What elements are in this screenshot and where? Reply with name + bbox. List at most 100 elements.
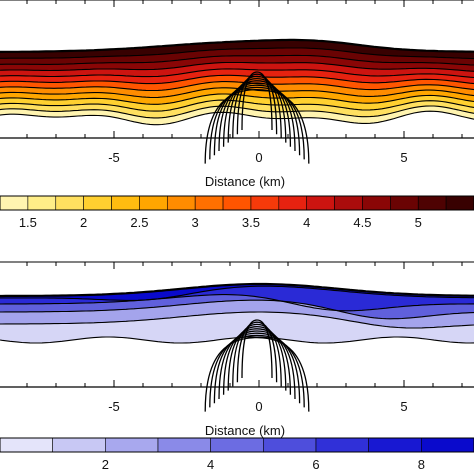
bottom-contour-band	[0, 312, 474, 343]
bottom-contour-band	[0, 284, 474, 301]
top-contour-band	[0, 68, 474, 84]
top-colorbar-label: 4	[303, 215, 310, 230]
top-colorbar-segment	[362, 195, 391, 211]
top-colorbar-segment	[0, 195, 29, 211]
top-contour-fill	[0, 38, 474, 126]
top-colorbar-frame	[0, 195, 474, 211]
top-x-tick-label: 5	[400, 150, 407, 165]
bottom-colorbar-segment	[52, 437, 106, 453]
bottom-plume-contour	[222, 328, 292, 395]
bottom-plume-contour	[209, 334, 305, 408]
bottom-plume-contour	[232, 323, 282, 387]
top-contour-band	[0, 39, 474, 59]
top-contour-line	[0, 47, 474, 60]
top-plume-contour	[204, 88, 310, 164]
top-colorbar-segment	[222, 195, 252, 211]
bottom-plume-contour	[204, 336, 310, 412]
bottom-colorbar-label: 8	[418, 457, 425, 472]
top-colorbar-segment	[250, 195, 280, 211]
top-colorbar-segment	[278, 195, 308, 211]
top-x-axis-title: Distance (km)	[205, 174, 285, 189]
top-contour-panel: -15-10-505101 Distance (km)	[0, 0, 474, 189]
top-plume-contours	[204, 71, 310, 164]
bottom-contour-line	[0, 294, 474, 312]
top-colorbar-label: 1.5	[19, 215, 37, 230]
bottom-plume-contour	[213, 332, 301, 404]
top-colorbar: 1.5 2 2.5 3 3.5 4 4.5 5	[0, 195, 474, 230]
top-colorbar-segment	[390, 195, 419, 211]
top-contour-band	[0, 94, 474, 112]
bottom-contour-line	[0, 299, 474, 320]
top-colorbar-segment	[111, 195, 140, 211]
top-contour-band	[0, 100, 474, 118]
top-colorbar-segment	[139, 195, 168, 211]
bottom-x-axis-title: Distance (km)	[205, 423, 285, 438]
top-contour-line	[0, 87, 474, 99]
top-contour-line	[0, 105, 474, 119]
top-contour-line	[0, 68, 474, 79]
top-plume-contour	[222, 80, 292, 147]
top-contour-line	[0, 54, 474, 66]
top-colorbar-segment	[83, 195, 112, 211]
bottom-contour-panel: -15-10-505101 Distance (km)	[0, 261, 474, 438]
top-x-tick-label: 0	[255, 150, 262, 165]
top-contour-band	[0, 48, 474, 66]
top-contour-band	[0, 87, 474, 105]
top-plume-contour	[227, 77, 287, 143]
bottom-contour-band	[0, 286, 474, 311]
bottom-contour-line	[0, 285, 474, 301]
top-contour-line	[0, 110, 474, 126]
bottom-colorbar-label: 4	[207, 457, 214, 472]
top-colorbar-segment	[55, 195, 84, 211]
top-contour-line	[0, 74, 474, 85]
top-contour-band	[0, 106, 474, 125]
top-colorbar-label: 2	[80, 215, 87, 230]
bottom-colorbar-segment	[421, 437, 474, 453]
top-contour-band	[0, 75, 474, 91]
bottom-contour-line	[0, 282, 474, 298]
bottom-plume-contour	[236, 321, 278, 383]
bottom-plume-contour	[227, 325, 287, 391]
bottom-colorbar-segment	[368, 437, 422, 453]
top-colorbar-label: 3.5	[242, 215, 260, 230]
top-colorbar-label: 2.5	[130, 215, 148, 230]
bottom-contour-line	[0, 311, 474, 329]
bottom-colorbar-segment	[0, 437, 53, 453]
top-plume-contour	[213, 84, 301, 156]
top-plume-contour	[232, 75, 282, 139]
top-contour-line	[0, 81, 474, 92]
top-x-ticks: -15-10-505101	[26, 0, 463, 165]
bottom-plume-contour	[241, 319, 273, 379]
bottom-colorbar-segment	[105, 437, 159, 453]
bottom-contour-fill	[0, 282, 474, 344]
bottom-x-tick-label: 0	[255, 399, 262, 414]
bottom-colorbar-frame	[0, 437, 474, 453]
bottom-colorbar-label: 2	[102, 457, 109, 472]
top-contour-line	[0, 38, 474, 53]
top-colorbar-segment	[334, 195, 363, 211]
bottom-plume-contours	[204, 319, 310, 412]
bottom-colorbar: 2 4 6 8	[0, 437, 474, 472]
bottom-contour-band	[0, 294, 474, 319]
bottom-colorbar-segment	[210, 437, 264, 453]
bottom-x-tick-label: -5	[108, 399, 120, 414]
bottom-colorbar-segment	[157, 437, 211, 453]
top-x-tick-label: -5	[108, 150, 120, 165]
top-plume-contour	[241, 71, 273, 131]
top-colorbar-label: 4.5	[353, 215, 371, 230]
top-plume-contour	[218, 82, 296, 152]
top-colorbar-label: 3	[192, 215, 199, 230]
top-contour-band	[0, 62, 474, 78]
bottom-colorbar-segment	[315, 437, 369, 453]
top-plume-contour	[236, 73, 278, 135]
top-colorbar-segment	[306, 195, 335, 211]
top-colorbar-label: 5	[415, 215, 422, 230]
top-colorbar-segment	[27, 195, 57, 211]
bottom-x-ticks: -15-10-505101	[26, 262, 463, 414]
top-colorbar-segment	[194, 195, 224, 211]
top-plume-contour	[209, 86, 305, 160]
top-colorbar-segment	[166, 195, 196, 211]
bottom-colorbar-segment	[263, 437, 317, 453]
bottom-colorbar-label: 6	[312, 457, 319, 472]
